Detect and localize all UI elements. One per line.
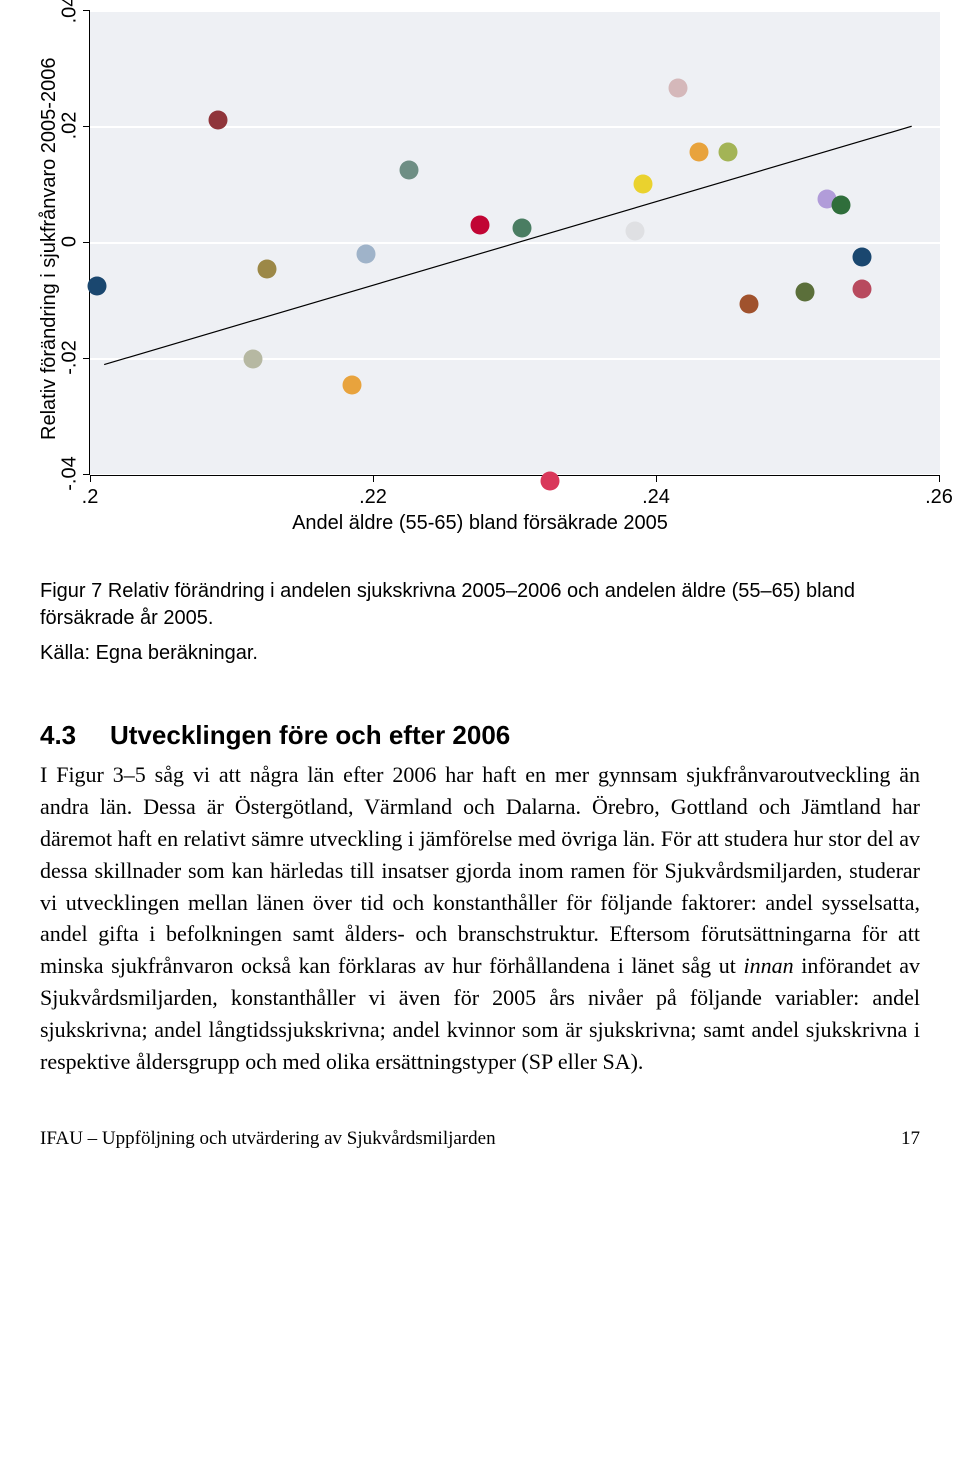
y-tick [83, 242, 89, 243]
y-tick-label: -.04 [59, 454, 82, 494]
x-tick-label: .22 [359, 486, 387, 509]
y-tick [83, 10, 89, 11]
x-tick [939, 476, 940, 482]
x-axis-line [90, 475, 940, 476]
footer-left: IFAU – Uppföljning och utvärdering av Sj… [40, 1128, 496, 1149]
scatter-point [243, 349, 262, 368]
y-tick-label: 0 [59, 222, 82, 262]
y-tick [83, 358, 89, 359]
scatter-chart: .04 .02 0 -.02 -.04 Relativ förändring i… [10, 0, 950, 560]
x-tick [656, 476, 657, 482]
scatter-point [88, 277, 107, 296]
scatter-point [343, 375, 362, 394]
page-footer: IFAU – Uppföljning och utvärdering av Sj… [40, 1128, 920, 1150]
scatter-point [831, 195, 850, 214]
scatter-point [541, 471, 560, 490]
y-tick-label: .04 [59, 0, 82, 30]
scatter-point [208, 111, 227, 130]
scatter-point [668, 79, 687, 98]
scatter-point [258, 259, 277, 278]
x-tick-label: .26 [925, 486, 953, 509]
y-tick-label: -.02 [59, 338, 82, 378]
section-number: 4.3 [40, 720, 110, 751]
body-paragraph: I Figur 3–5 såg vi att några län efter 2… [40, 759, 920, 1078]
section-title: Utvecklingen före och efter 2006 [110, 720, 510, 750]
scatter-point [690, 143, 709, 162]
scatter-point [470, 216, 489, 235]
scatter-point [796, 282, 815, 301]
x-tick [373, 476, 374, 482]
footer-page-number: 17 [901, 1128, 920, 1150]
scatter-points [90, 10, 940, 475]
y-tick [83, 474, 89, 475]
x-tick-label: .24 [642, 486, 670, 509]
y-tick [83, 126, 89, 127]
figure-source: Källa: Egna beräkningar. [40, 642, 920, 665]
scatter-point [399, 160, 418, 179]
scatter-point [633, 175, 652, 194]
y-tick-label: .02 [59, 106, 82, 146]
y-axis-title: Relativ förändring i sjukfrånvaro 2005-2… [38, 58, 61, 440]
scatter-point [853, 280, 872, 299]
scatter-point [357, 245, 376, 264]
section-heading: 4.3Utvecklingen före och efter 2006 [40, 720, 920, 751]
figure-caption: Figur 7 Relativ förändring i andelen sju… [40, 578, 920, 632]
scatter-point [853, 248, 872, 267]
figure-caption-text: Relativ förändring i andelen sjukskrivna… [40, 580, 855, 629]
scatter-point [739, 294, 758, 313]
scatter-point [513, 218, 532, 237]
x-axis-title: Andel äldre (55-65) bland försäkrade 200… [10, 512, 950, 535]
scatter-point [718, 143, 737, 162]
figure-label: Figur 7 [40, 580, 102, 602]
x-tick-label: .2 [82, 486, 99, 509]
x-tick [90, 476, 91, 482]
scatter-point [626, 221, 645, 240]
